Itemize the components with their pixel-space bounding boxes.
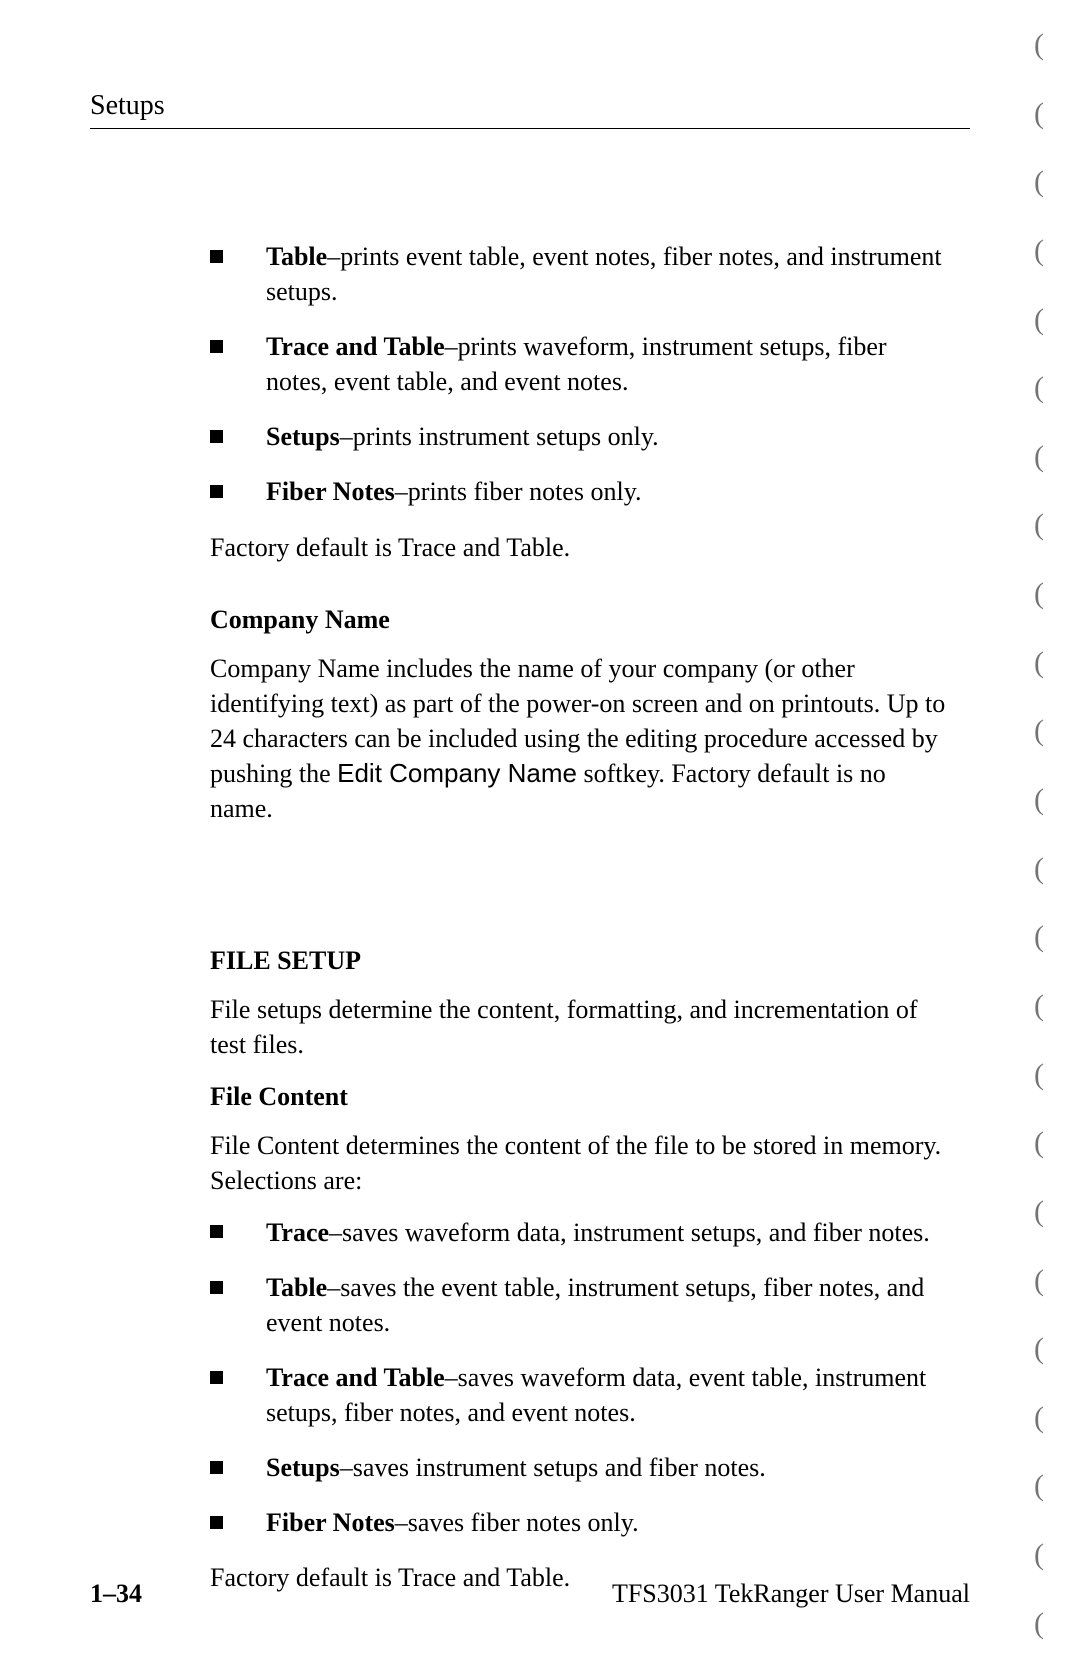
option-name: Trace and Table: [266, 332, 445, 361]
edge-mark-icon: (: [1034, 648, 1074, 678]
option-desc: –saves waveform data, instrument setups,…: [329, 1218, 930, 1247]
edge-mark-icon: (: [1034, 1471, 1074, 1501]
running-head: Setups: [90, 90, 970, 122]
manual-page: Setups Table–prints event table, event n…: [0, 0, 1080, 1669]
list-item: Trace and Table–prints waveform, instrum…: [210, 329, 950, 399]
page-number: 1–34: [90, 1579, 142, 1609]
option-name: Table: [266, 242, 327, 271]
list-item: Trace–saves waveform data, instrument se…: [210, 1215, 950, 1250]
edge-mark-icon: (: [1034, 1128, 1074, 1158]
edge-mark-icon: (: [1034, 305, 1074, 335]
edge-mark-icon: (: [1034, 716, 1074, 746]
scan-edge-marks: ( ( ( ( ( ( ( ( ( ( ( ( ( ( ( ( ( ( ( ( ( ( ( (: [1034, 30, 1074, 1639]
option-desc: –saves the event table, instrument setup…: [266, 1273, 924, 1337]
option-name: Table: [266, 1273, 327, 1302]
edge-mark-icon: (: [1034, 30, 1074, 60]
list-item: Fiber Notes–saves fiber notes only.: [210, 1505, 950, 1540]
edge-mark-icon: (: [1034, 1266, 1074, 1296]
file-setup-heading: FILE SETUP: [210, 946, 950, 976]
edge-mark-icon: (: [1034, 1540, 1074, 1570]
company-name-heading: Company Name: [210, 605, 950, 635]
file-content-list: Trace–saves waveform data, instrument se…: [210, 1215, 950, 1541]
edge-mark-icon: (: [1034, 1334, 1074, 1364]
list-item: Fiber Notes–prints fiber notes only.: [210, 474, 950, 509]
edge-mark-icon: (: [1034, 579, 1074, 609]
factory-default-note: Factory default is Trace and Table.: [210, 530, 950, 565]
list-item: Trace and Table–saves waveform data, eve…: [210, 1360, 950, 1430]
option-name: Setups: [266, 422, 340, 451]
edge-mark-icon: (: [1034, 99, 1074, 129]
option-desc: –prints instrument setups only.: [340, 422, 659, 451]
page-content: Table–prints event table, event notes, f…: [210, 129, 950, 1595]
option-name: Setups: [266, 1453, 340, 1482]
option-desc: –prints fiber notes only.: [395, 477, 642, 506]
edge-mark-icon: (: [1034, 510, 1074, 540]
option-desc: –prints event table, event notes, fiber …: [266, 242, 942, 306]
edge-mark-icon: (: [1034, 167, 1074, 197]
print-options-list: Table–prints event table, event notes, f…: [210, 239, 950, 510]
softkey-label: Edit Company Name: [337, 758, 577, 788]
edge-mark-icon: (: [1034, 442, 1074, 472]
manual-title: TFS3031 TekRanger User Manual: [612, 1579, 970, 1609]
list-item: Table–saves the event table, instrument …: [210, 1270, 950, 1340]
edge-mark-icon: (: [1034, 854, 1074, 884]
option-name: Fiber Notes: [266, 477, 395, 506]
edge-mark-icon: (: [1034, 991, 1074, 1021]
list-item: Table–prints event table, event notes, f…: [210, 239, 950, 309]
page-footer: 1–34 TFS3031 TekRanger User Manual: [90, 1579, 970, 1609]
edge-mark-icon: (: [1034, 1060, 1074, 1090]
file-content-intro: File Content determines the content of t…: [210, 1128, 950, 1198]
file-content-heading: File Content: [210, 1082, 950, 1112]
edge-mark-icon: (: [1034, 1403, 1074, 1433]
edge-mark-icon: (: [1034, 785, 1074, 815]
option-name: Trace: [266, 1218, 329, 1247]
edge-mark-icon: (: [1034, 1609, 1074, 1639]
company-name-paragraph: Company Name includes the name of your c…: [210, 651, 950, 826]
option-desc: –saves instrument setups and fiber notes…: [340, 1453, 766, 1482]
file-setup-intro: File setups determine the content, forma…: [210, 992, 950, 1062]
list-item: Setups–prints instrument setups only.: [210, 419, 950, 454]
edge-mark-icon: (: [1034, 373, 1074, 403]
edge-mark-icon: (: [1034, 236, 1074, 266]
edge-mark-icon: (: [1034, 922, 1074, 952]
option-name: Trace and Table: [266, 1363, 445, 1392]
list-item: Setups–saves instrument setups and fiber…: [210, 1450, 950, 1485]
option-desc: –saves fiber notes only.: [395, 1508, 639, 1537]
option-name: Fiber Notes: [266, 1508, 395, 1537]
edge-mark-icon: (: [1034, 1197, 1074, 1227]
